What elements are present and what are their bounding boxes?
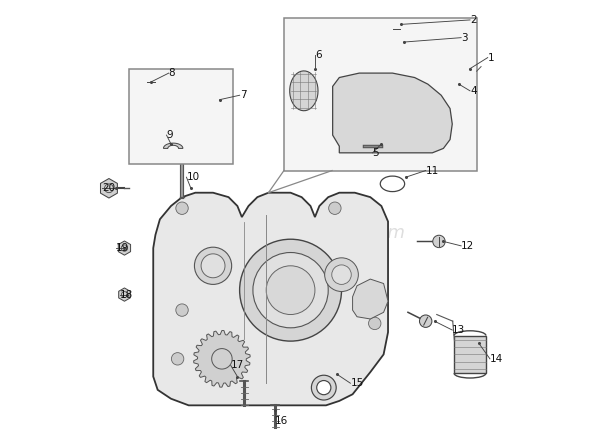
Text: eReplacementParts.com: eReplacementParts.com — [185, 224, 405, 241]
Bar — [284, 18, 477, 171]
Circle shape — [176, 304, 188, 316]
Polygon shape — [163, 143, 183, 148]
Polygon shape — [119, 288, 130, 301]
Bar — [454, 336, 486, 373]
Text: 17: 17 — [231, 361, 244, 370]
Polygon shape — [333, 73, 453, 153]
Polygon shape — [194, 330, 250, 387]
Polygon shape — [100, 179, 117, 198]
Text: 9: 9 — [166, 130, 173, 140]
Circle shape — [146, 77, 156, 87]
Circle shape — [122, 291, 127, 298]
Text: 18: 18 — [120, 290, 133, 299]
Text: 4: 4 — [470, 86, 477, 96]
Circle shape — [266, 266, 315, 315]
Circle shape — [394, 51, 399, 56]
Circle shape — [171, 111, 193, 133]
Circle shape — [324, 258, 358, 291]
Polygon shape — [290, 71, 318, 111]
Text: 7: 7 — [240, 90, 246, 100]
Circle shape — [332, 265, 351, 284]
Text: 8: 8 — [169, 68, 175, 78]
Text: 16: 16 — [275, 416, 289, 426]
Circle shape — [195, 247, 232, 284]
Circle shape — [122, 245, 127, 251]
Text: 5: 5 — [372, 148, 379, 158]
Text: 12: 12 — [461, 241, 474, 251]
Circle shape — [419, 315, 432, 327]
Text: 14: 14 — [490, 354, 503, 364]
Text: 2: 2 — [470, 15, 477, 25]
Circle shape — [433, 235, 445, 248]
Bar — [129, 69, 233, 164]
Text: 1: 1 — [488, 53, 494, 62]
Text: 13: 13 — [453, 325, 466, 335]
Circle shape — [392, 24, 402, 34]
Polygon shape — [151, 91, 213, 153]
Text: 20: 20 — [102, 183, 116, 193]
Circle shape — [201, 254, 225, 278]
Circle shape — [240, 239, 342, 341]
Circle shape — [253, 253, 328, 328]
Polygon shape — [153, 193, 388, 405]
Circle shape — [104, 184, 113, 193]
Text: 3: 3 — [461, 33, 468, 43]
Text: 11: 11 — [426, 166, 439, 175]
Circle shape — [172, 353, 184, 365]
Text: 15: 15 — [350, 378, 363, 388]
Text: 10: 10 — [186, 172, 199, 182]
Circle shape — [317, 381, 331, 395]
Circle shape — [391, 47, 402, 59]
Polygon shape — [119, 241, 130, 255]
Polygon shape — [359, 80, 425, 146]
Circle shape — [381, 101, 405, 125]
Polygon shape — [353, 279, 388, 319]
Text: 6: 6 — [315, 51, 322, 60]
Circle shape — [212, 349, 232, 369]
Text: 19: 19 — [116, 243, 129, 253]
Circle shape — [329, 202, 341, 214]
Circle shape — [176, 202, 188, 214]
Circle shape — [369, 317, 381, 330]
Circle shape — [312, 375, 336, 400]
